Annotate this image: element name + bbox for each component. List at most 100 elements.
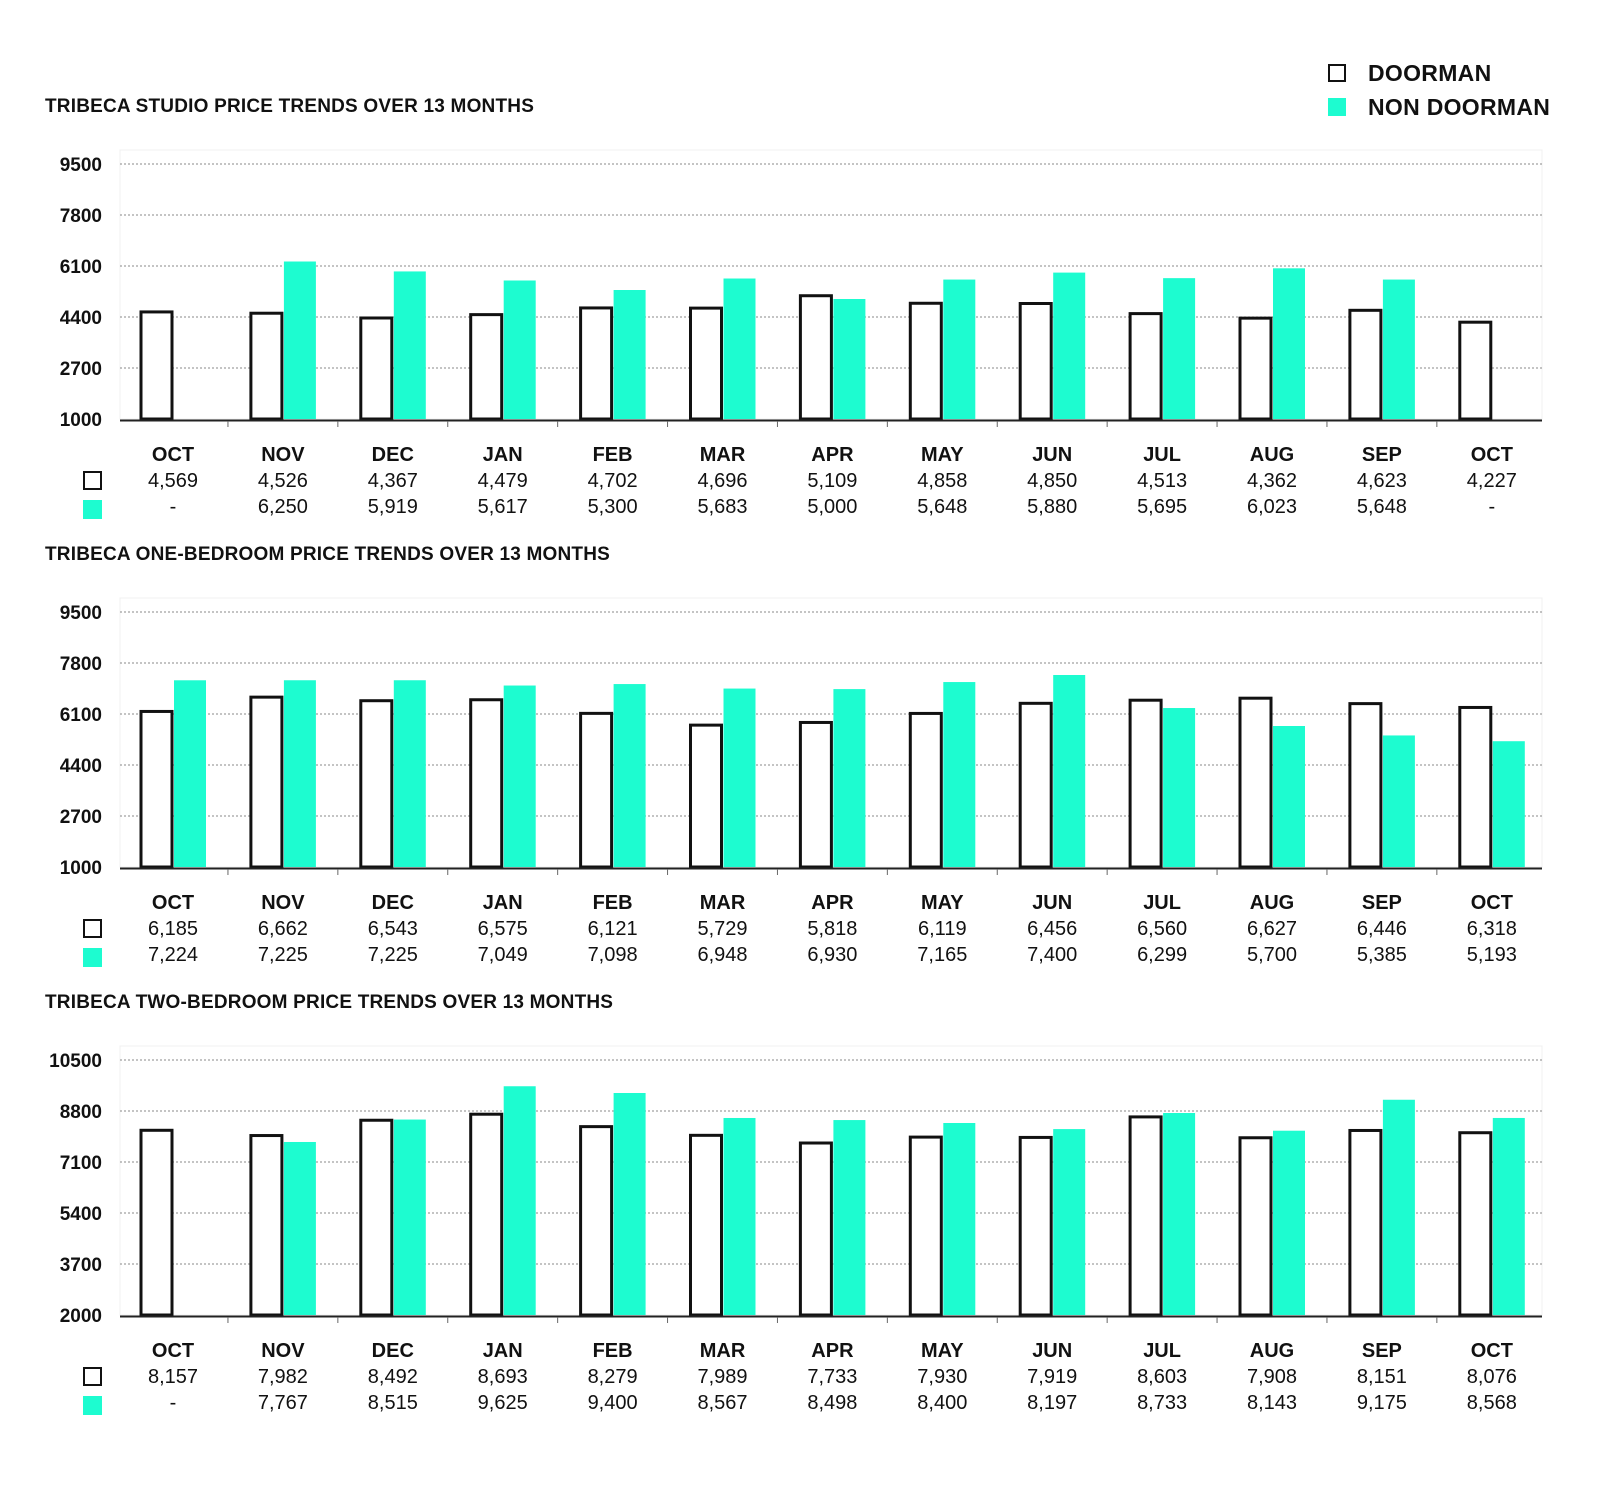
doorman-value-label: 4,623 (1357, 470, 1407, 492)
non-doorman-bar (1163, 708, 1196, 867)
legend-label-non-doorman: NON DOORMAN (1368, 93, 1551, 120)
doorman-value-label: 8,279 (588, 1366, 638, 1388)
non-doorman-value-label: 6,299 (1137, 944, 1187, 966)
doorman-bar (579, 1125, 614, 1317)
doorman-bar (139, 1128, 174, 1317)
y-tick-label: 1000 (60, 410, 102, 431)
non-doorman-value-label: 7,165 (917, 944, 967, 966)
doorman-value-label: 5,818 (807, 918, 857, 940)
x-tick-label: APR (811, 1340, 854, 1362)
non-doorman-value-label: 6,930 (807, 944, 857, 966)
doorman-value-label: 7,908 (1247, 1366, 1297, 1388)
x-tick-label: JUL (1143, 1340, 1181, 1362)
x-tick-label: SEP (1362, 1340, 1402, 1362)
doorman-bar (1018, 1135, 1053, 1317)
x-tick-label: SEP (1362, 892, 1402, 914)
x-tick-label: MAR (700, 444, 746, 466)
x-tick-label: JUL (1143, 444, 1181, 466)
non-doorman-value-label: 5,000 (807, 496, 857, 518)
chart-title: TRIBECA ONE-BEDROOM PRICE TRENDS OVER 13… (45, 544, 611, 565)
doorman-bar (249, 311, 284, 421)
non-doorman-value-label: 5,648 (1357, 496, 1407, 518)
non-doorman-bar (613, 290, 646, 419)
non-doorman-value-label: 6,023 (1247, 496, 1297, 518)
non-doorman-value-label: 5,695 (1137, 496, 1187, 518)
two-bedroom-chart: TRIBECA TWO-BEDROOM PRICE TRENDS OVER 13… (0, 992, 1600, 1415)
non-doorman-value-label: 5,700 (1247, 944, 1297, 966)
non-doorman-bar (723, 278, 756, 419)
x-tick-label: FEB (593, 444, 633, 466)
non-doorman-value-label: 5,880 (1027, 496, 1077, 518)
non-doorman-value-label: 7,767 (258, 1392, 308, 1414)
non-doorman-bar (723, 688, 756, 867)
x-tick-label: JUL (1143, 892, 1181, 914)
doorman-bar (1348, 1128, 1383, 1317)
non-doorman-value-label: 7,098 (588, 944, 638, 966)
non-doorman-value-label: - (170, 1392, 177, 1414)
non-doorman-bar (393, 680, 426, 867)
non-doorman-value-label: 5,385 (1357, 944, 1407, 966)
x-tick-label: NOV (261, 892, 305, 914)
x-tick-label: DEC (372, 1340, 414, 1362)
non-doorman-bar (503, 685, 536, 867)
non-doorman-value-label: 8,515 (368, 1392, 418, 1414)
doorman-bar (359, 1118, 394, 1317)
doorman-value-label: 7,989 (697, 1366, 747, 1388)
doorman-value-label: 7,930 (917, 1366, 967, 1388)
non-doorman-value-label: 9,400 (588, 1392, 638, 1414)
y-tick-label: 1000 (60, 858, 102, 879)
non-doorman-value-label: 9,175 (1357, 1392, 1407, 1414)
x-tick-label: MAY (921, 444, 964, 466)
x-tick-label: DEC (372, 892, 414, 914)
doorman-swatch (1328, 64, 1346, 82)
non-doorman-bar (1492, 741, 1525, 867)
non-doorman-value-label: - (170, 496, 177, 518)
doorman-value-label: 8,151 (1357, 1366, 1407, 1388)
non-doorman-bar (1273, 268, 1305, 419)
doorman-bar (579, 711, 614, 869)
non-doorman-value-label: 8,197 (1027, 1392, 1077, 1414)
x-tick-label: OCT (152, 892, 194, 914)
doorman-bar (1238, 696, 1273, 869)
doorman-value-label: 4,362 (1247, 470, 1297, 492)
non-doorman-bar (1053, 1129, 1086, 1315)
x-tick-label: JUN (1032, 444, 1072, 466)
x-tick-label: SEP (1362, 444, 1402, 466)
doorman-row-icon (83, 471, 102, 490)
x-tick-label: OCT (1471, 1340, 1513, 1362)
non-doorman-value-label: 5,683 (697, 496, 747, 518)
doorman-value-label: 6,119 (918, 918, 967, 940)
non-doorman-bar (1382, 1099, 1415, 1315)
doorman-bar (139, 709, 174, 869)
doorman-bar (908, 711, 943, 869)
chart-legend: DOORMAN NON DOORMAN (1328, 56, 1550, 124)
legend-item-non-doorman: NON DOORMAN (1328, 90, 1550, 124)
y-tick-label: 4400 (60, 756, 102, 777)
x-tick-label: MAY (921, 892, 964, 914)
x-tick-label: APR (811, 892, 854, 914)
doorman-value-label: 5,729 (697, 918, 747, 940)
x-tick-label: AUG (1250, 444, 1294, 466)
doorman-bar (1348, 702, 1383, 869)
non-doorman-bar (283, 261, 316, 419)
doorman-bar (469, 313, 504, 421)
doorman-value-label: 6,543 (368, 918, 418, 940)
legend-label-doorman: DOORMAN (1368, 59, 1492, 86)
non-doorman-value-label: 5,648 (917, 496, 967, 518)
non-doorman-bar (1273, 1130, 1305, 1315)
doorman-value-label: 6,446 (1357, 918, 1407, 940)
doorman-value-label: 4,696 (697, 470, 747, 492)
doorman-row-icon (83, 919, 102, 938)
non-doorman-value-label: 7,224 (148, 944, 198, 966)
x-tick-label: JAN (483, 444, 523, 466)
non-doorman-value-label: - (1488, 496, 1495, 518)
non-doorman-bar (943, 279, 976, 419)
chart-title: TRIBECA STUDIO PRICE TRENDS OVER 13 MONT… (45, 96, 535, 117)
doorman-value-label: 6,560 (1137, 918, 1187, 940)
doorman-bar (249, 695, 284, 869)
y-tick-label: 9500 (60, 603, 102, 624)
non-doorman-value-label: 5,193 (1467, 944, 1517, 966)
doorman-value-label: 6,185 (148, 918, 198, 940)
doorman-bar (1458, 1131, 1493, 1317)
non-doorman-bar (283, 680, 316, 867)
